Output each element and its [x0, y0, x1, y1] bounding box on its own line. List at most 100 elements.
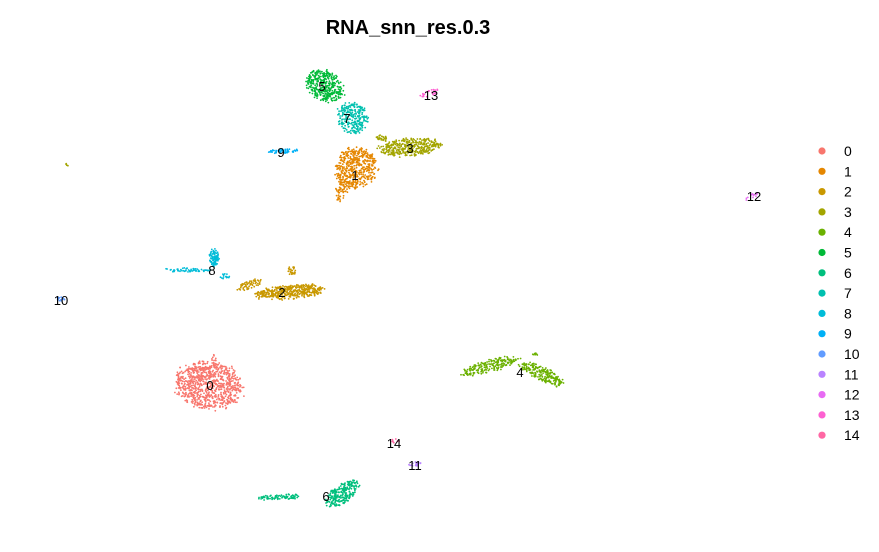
scatter-point [346, 154, 349, 157]
scatter-point [348, 173, 351, 176]
scatter-point [345, 489, 347, 492]
scatter-point [212, 375, 215, 377]
scatter-point [295, 286, 297, 289]
scatter-point [269, 149, 272, 152]
scatter-point [364, 126, 367, 129]
scatter-point [479, 364, 482, 366]
scatter-point [346, 122, 349, 124]
scatter-point [466, 374, 469, 376]
scatter-point [201, 406, 204, 409]
scatter-point [337, 167, 340, 170]
scatter-point [358, 173, 361, 176]
scatter-point [395, 151, 397, 154]
scatter-point [428, 140, 431, 142]
scatter-point [216, 364, 219, 366]
scatter-point [191, 393, 193, 395]
scatter-point [189, 381, 192, 384]
scatter-point [238, 288, 241, 290]
scatter-points [56, 68, 758, 508]
scatter-point [351, 174, 354, 177]
scatter-point [365, 148, 368, 151]
scatter-point [177, 381, 180, 383]
scatter-point [186, 267, 188, 270]
scatter-point [206, 374, 209, 377]
scatter-point [422, 149, 425, 152]
scatter-point [307, 83, 310, 85]
scatter-point [177, 384, 180, 386]
scatter-point [338, 91, 340, 94]
scatter-point [226, 273, 228, 275]
scatter-point [433, 141, 436, 144]
scatter-point [215, 398, 218, 401]
scatter-point [315, 82, 318, 85]
scatter-point [362, 120, 365, 122]
scatter-point [385, 137, 388, 140]
scatter-point [209, 269, 211, 272]
scatter-point [58, 297, 60, 299]
scatter-point [224, 365, 227, 368]
scatter-point [285, 493, 288, 496]
scatter-point [354, 115, 356, 117]
scatter-point [404, 139, 406, 141]
scatter-point [242, 288, 245, 290]
scatter-point [361, 113, 363, 116]
scatter-point [502, 362, 505, 364]
scatter-point [305, 285, 307, 288]
scatter-point [388, 146, 391, 148]
scatter-point [350, 152, 352, 155]
scatter-point [353, 123, 356, 126]
scatter-point [214, 404, 217, 406]
scatter-point [339, 156, 342, 159]
scatter-point [347, 107, 349, 110]
scatter-point [236, 401, 238, 404]
scatter-point [213, 402, 215, 405]
scatter-point [202, 370, 205, 373]
scatter-point [326, 91, 329, 94]
scatter-point [326, 501, 329, 503]
scatter-point [206, 366, 208, 369]
scatter-point [412, 138, 415, 140]
scatter-point [321, 88, 324, 91]
scatter-point [225, 402, 227, 404]
scatter-point [218, 362, 221, 364]
scatter-point [241, 386, 244, 389]
scatter-point [347, 111, 349, 113]
scatter-point [356, 182, 358, 185]
scatter-point [359, 117, 362, 119]
scatter-point [331, 79, 334, 81]
scatter-point [339, 188, 342, 190]
scatter-point [352, 168, 354, 171]
scatter-point [288, 497, 291, 500]
scatter-point [349, 161, 352, 164]
scatter-point [274, 288, 276, 291]
scatter-point [322, 99, 325, 102]
scatter-point [187, 373, 189, 376]
scatter-point [233, 388, 236, 391]
scatter-point [296, 496, 299, 499]
scatter-point [328, 90, 331, 93]
scatter-point [469, 365, 472, 368]
scatter-point [227, 371, 229, 373]
scatter-point [284, 288, 287, 291]
scatter-point [335, 194, 338, 197]
scatter-point [353, 167, 356, 170]
scatter-point [352, 152, 355, 154]
scatter-point [339, 154, 342, 157]
scatter-point [503, 355, 506, 358]
scatter-point [178, 386, 181, 389]
scatter-point [497, 360, 500, 363]
scatter-point [427, 149, 430, 152]
scatter-point [382, 136, 384, 138]
scatter-point [274, 495, 277, 498]
scatter-point [360, 176, 363, 179]
scatter-point [183, 378, 186, 381]
scatter-point [370, 181, 373, 183]
scatter-point [328, 496, 331, 499]
scatter-point [333, 75, 335, 78]
scatter-point [320, 75, 322, 78]
scatter-point [65, 162, 68, 165]
legend-label-12: 12 [844, 387, 860, 403]
scatter-point [209, 382, 212, 385]
scatter-point [393, 147, 396, 150]
scatter-point [400, 145, 403, 148]
